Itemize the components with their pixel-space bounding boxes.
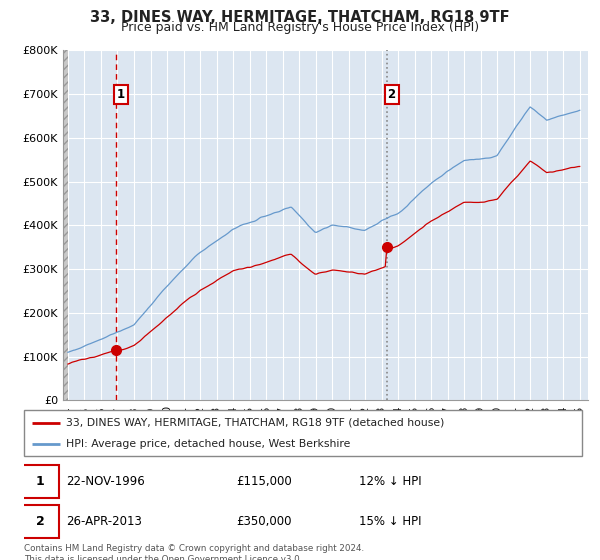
Text: 2: 2 bbox=[388, 88, 395, 101]
Text: 15% ↓ HPI: 15% ↓ HPI bbox=[359, 515, 421, 528]
Bar bbox=[63, 50, 68, 400]
Text: Price paid vs. HM Land Registry's House Price Index (HPI): Price paid vs. HM Land Registry's House … bbox=[121, 21, 479, 34]
FancyBboxPatch shape bbox=[21, 505, 59, 538]
Text: HPI: Average price, detached house, West Berkshire: HPI: Average price, detached house, West… bbox=[66, 439, 350, 449]
Text: 22-NOV-1996: 22-NOV-1996 bbox=[66, 474, 145, 488]
Text: £115,000: £115,000 bbox=[236, 474, 292, 488]
Text: 12% ↓ HPI: 12% ↓ HPI bbox=[359, 474, 421, 488]
Text: 1: 1 bbox=[36, 474, 44, 488]
Text: 1: 1 bbox=[117, 88, 125, 101]
Bar bbox=[63, 50, 68, 400]
Text: Contains HM Land Registry data © Crown copyright and database right 2024.
This d: Contains HM Land Registry data © Crown c… bbox=[24, 544, 364, 560]
Text: £350,000: £350,000 bbox=[236, 515, 292, 528]
FancyBboxPatch shape bbox=[21, 464, 59, 498]
Text: 33, DINES WAY, HERMITAGE, THATCHAM, RG18 9TF: 33, DINES WAY, HERMITAGE, THATCHAM, RG18… bbox=[90, 10, 510, 25]
Text: 26-APR-2013: 26-APR-2013 bbox=[66, 515, 142, 528]
Text: 33, DINES WAY, HERMITAGE, THATCHAM, RG18 9TF (detached house): 33, DINES WAY, HERMITAGE, THATCHAM, RG18… bbox=[66, 418, 444, 428]
Text: 2: 2 bbox=[36, 515, 44, 528]
